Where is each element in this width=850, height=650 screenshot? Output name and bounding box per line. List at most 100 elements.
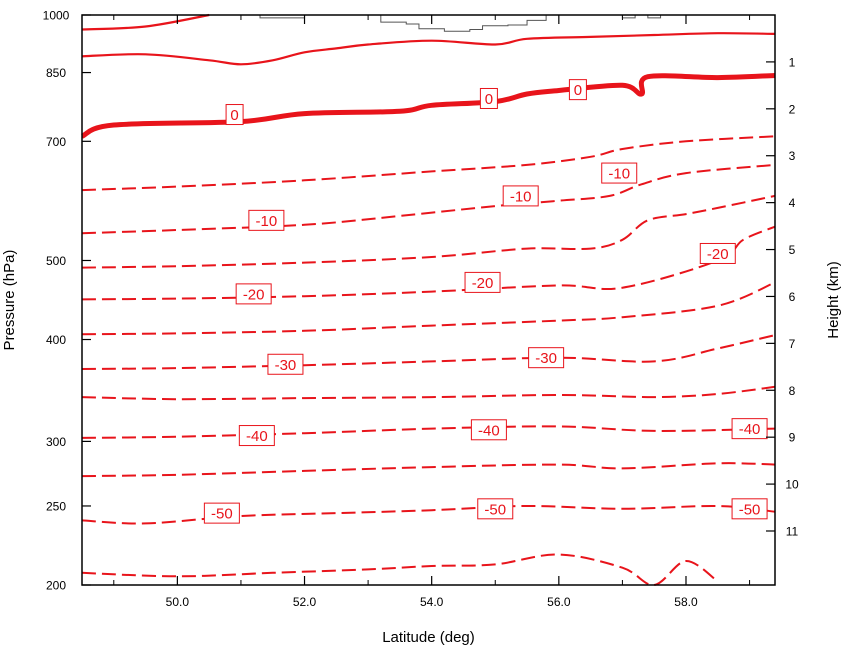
contour-line-minus5 (81, 135, 776, 192)
contour-label-box (699, 242, 736, 264)
contour-label: -40 (238, 425, 275, 447)
contour-label-text: -40 (478, 422, 500, 439)
contour-label-text: -30 (535, 350, 557, 367)
height-tick-label: 11 (786, 524, 799, 538)
contour-line-minus20 (81, 225, 776, 301)
height-tick-label: 9 (789, 431, 796, 445)
height-axis: 1 2 3 4 5 6 7 8 9 10 11 (766, 55, 799, 538)
contour-line-minus15 (81, 194, 776, 269)
contour-label-box (479, 87, 498, 109)
contour-label-text: 0 (485, 91, 493, 108)
contour-label: 0 (568, 79, 587, 101)
contour-label: -50 (731, 498, 768, 520)
contour-label-box (225, 104, 244, 126)
pressure-tick-label: 700 (46, 135, 66, 149)
pressure-tick-label: 400 (46, 333, 66, 347)
x-tick-label: 52.0 (293, 595, 317, 609)
contour-label-text: -20 (243, 286, 265, 303)
contour-label-text: 0 (230, 107, 238, 124)
contour-label-box (235, 283, 272, 305)
height-tick-label: 10 (785, 478, 799, 492)
contour-label-text: -10 (256, 213, 278, 230)
contour-label-box (464, 271, 501, 293)
contour-label-text: -20 (707, 246, 729, 263)
height-tick-label: 6 (789, 290, 796, 304)
contour-line-minus40 (81, 425, 776, 439)
contour-label: -30 (267, 353, 304, 375)
contour-line-0 (80, 73, 776, 139)
contour-label-text: 0 (574, 82, 582, 99)
contour-label-box (568, 79, 587, 101)
x-axis: 50.0 52.0 54.0 56.0 58.0 (113, 15, 751, 609)
contour-label-text: -40 (246, 428, 268, 445)
contour-line-minus55 (81, 553, 719, 587)
contour-label: -40 (731, 418, 768, 440)
contour-label: -40 (470, 419, 507, 441)
pressure-axis-title: Pressure (hPa) (1, 250, 18, 351)
contour-label-box (248, 209, 285, 231)
contour-label: -50 (203, 502, 240, 524)
contour-label: -20 (699, 242, 736, 264)
contour-label-box (601, 162, 638, 184)
contour-label: -10 (248, 209, 285, 231)
contour-label-text: -40 (739, 421, 761, 438)
contour-line-minus45 (81, 462, 776, 478)
contour-label-text: -50 (739, 501, 761, 518)
height-axis-title: Height (km) (825, 261, 842, 339)
contour-label-box (477, 498, 514, 520)
height-tick-label: 2 (789, 102, 796, 116)
contour-label: -10 (502, 185, 539, 207)
contour-label: -10 (601, 162, 638, 184)
contour-label: -20 (464, 271, 501, 293)
contour-label: -30 (528, 347, 565, 369)
contour-line-minus30 (81, 334, 776, 370)
contour-line-minus35 (81, 385, 776, 401)
pressure-tick-label: 200 (46, 579, 66, 593)
contour-label: -20 (235, 283, 272, 305)
height-tick-label: 7 (789, 337, 796, 351)
x-tick-label: 56.0 (547, 595, 571, 609)
contour-line-minus50 (81, 504, 776, 525)
height-tick-label: 4 (789, 196, 796, 210)
contour-label-text: -30 (275, 357, 297, 374)
pressure-axis: 200 250 300 400 500 700 850 1000 (43, 9, 91, 593)
contour-label: -50 (477, 498, 514, 520)
contour-label-box (267, 353, 304, 375)
pressure-tick-label: 300 (46, 435, 66, 449)
pressure-tick-label: 850 (46, 66, 66, 80)
x-tick-label: 50.0 (166, 595, 190, 609)
contour-label: 0 (479, 87, 498, 109)
height-tick-label: 1 (789, 55, 796, 69)
contour-label-box (203, 502, 240, 524)
contour-label-box (731, 498, 768, 520)
pressure-tick-label: 500 (46, 254, 66, 268)
contour-labels: -50 -50 -50 -40 -40 -40 -30 -30 -20 -20 -20 -10 -10 -… (203, 79, 768, 524)
terrain-line (82, 14, 775, 32)
contour-line-minus25 (81, 281, 776, 336)
contour-label-text: -20 (472, 275, 494, 292)
height-tick-label: 3 (789, 149, 796, 163)
x-tick-label: 54.0 (420, 595, 444, 609)
contour-line-minus10 (81, 163, 776, 235)
terrain-outline (82, 14, 775, 32)
contour-label-text: -10 (608, 166, 630, 183)
contour-label-box (470, 419, 507, 441)
contour-label: 0 (225, 104, 244, 126)
x-axis-title: Latitude (deg) (382, 629, 475, 646)
contour-label-box (528, 347, 565, 369)
temperature-contours (80, 13, 776, 587)
contour-label-text: -50 (484, 501, 506, 518)
contour-label-text: -50 (211, 506, 233, 523)
height-tick-label: 5 (789, 243, 796, 257)
contour-line-10 (81, 13, 210, 31)
contour-label-box (238, 425, 275, 447)
contour-label-text: -10 (510, 188, 532, 205)
pressure-tick-label: 1000 (43, 9, 70, 23)
contour-label-box (731, 418, 768, 440)
height-tick-label: 8 (789, 384, 796, 398)
x-tick-label: 58.0 (674, 595, 698, 609)
plot-frame (81, 14, 776, 586)
contour-line-5 (81, 32, 776, 66)
pressure-tick-label: 250 (46, 499, 66, 513)
